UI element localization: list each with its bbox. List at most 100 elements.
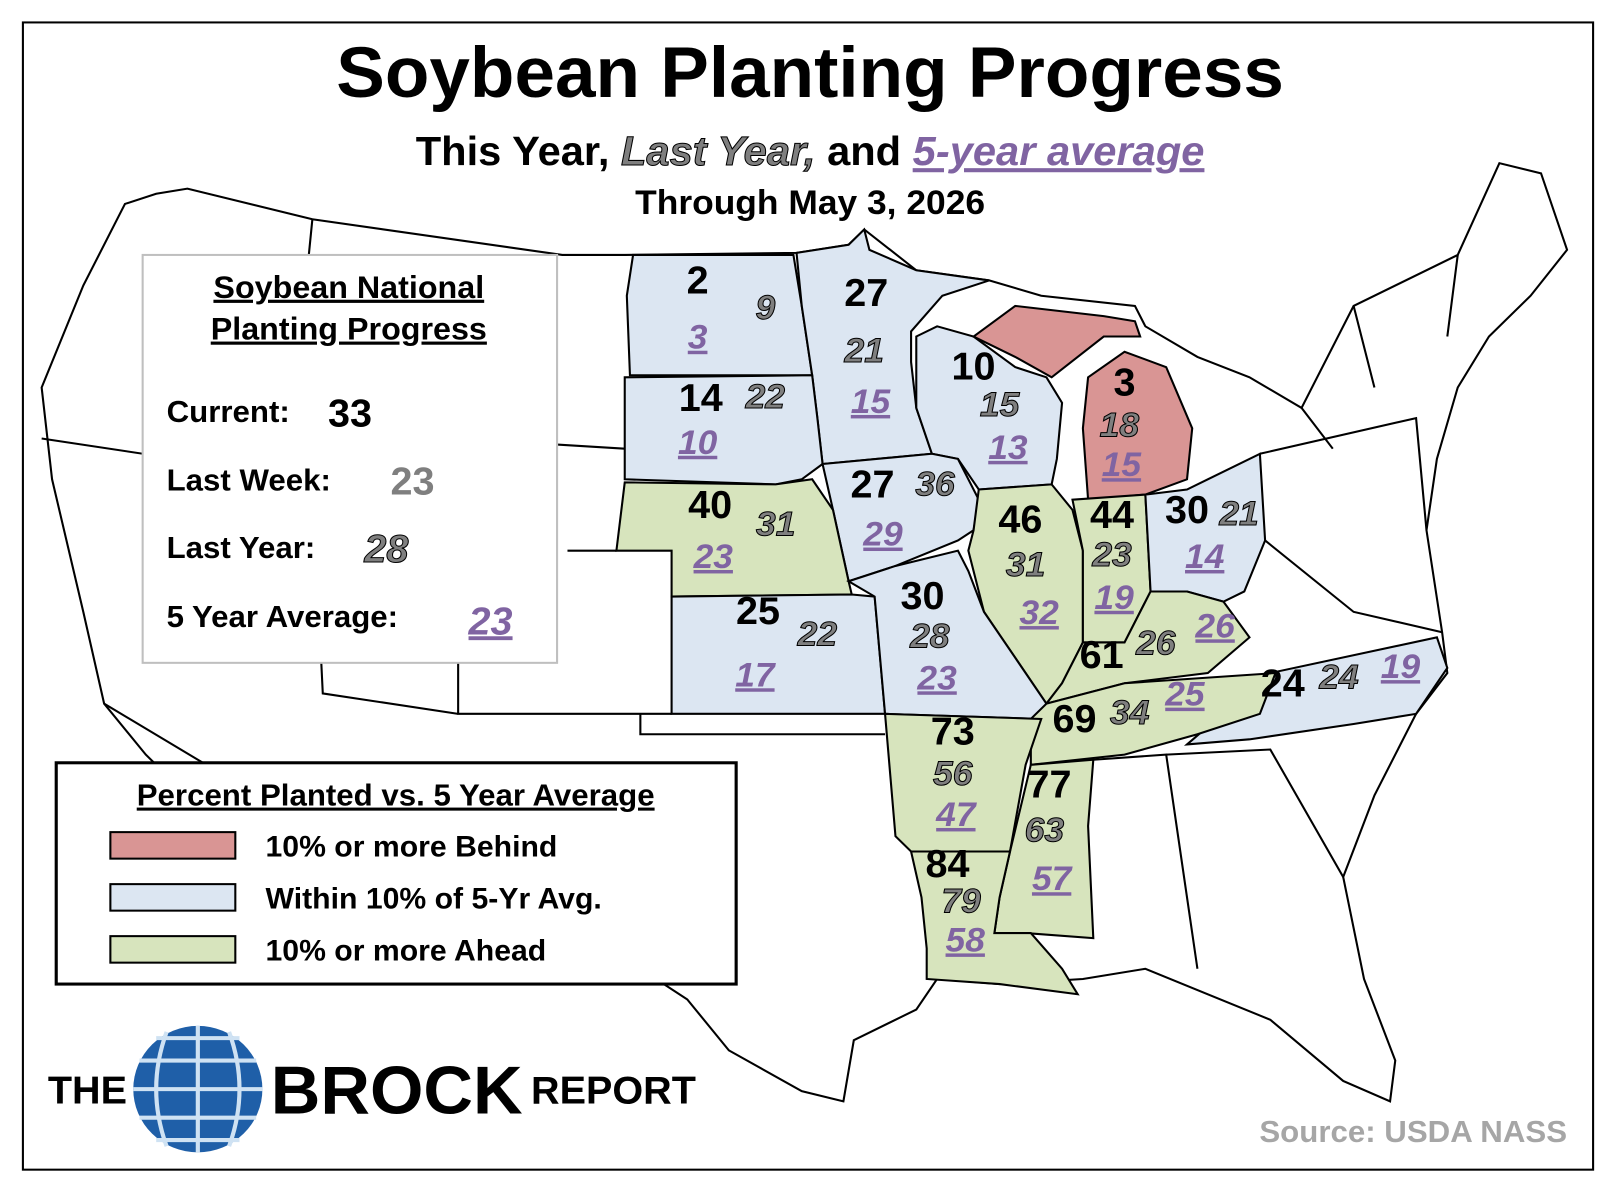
national-value: 23 <box>468 601 513 644</box>
this-year-value: 2 <box>687 260 709 303</box>
subtitle: This Year, Last Year, and 5-year average <box>416 129 1205 175</box>
national-value: 23 <box>390 461 434 504</box>
last-year-value: 26 <box>1135 624 1176 663</box>
average-value: 32 <box>1019 593 1059 632</box>
logo-grid <box>133 1025 263 1153</box>
source: Source: USDA NASS <box>1259 1114 1567 1149</box>
national-title: Planting Progress <box>211 311 487 347</box>
this-year-value: 25 <box>736 590 780 633</box>
legend-label: 10% or more Ahead <box>266 935 547 968</box>
legend-bg <box>54 761 738 986</box>
last-year-value: 34 <box>1110 693 1149 732</box>
average-value: 14 <box>1185 537 1224 576</box>
this-year-value: 14 <box>679 377 723 420</box>
average-value: 19 <box>1381 647 1421 686</box>
average-value: 10 <box>678 423 718 462</box>
this-year-value: 3 <box>1114 362 1136 405</box>
national-box: Soybean National Planting Progress Curre… <box>141 253 559 664</box>
last-year-value: 31 <box>1006 545 1045 584</box>
average-value: 26 <box>1194 607 1235 646</box>
this-year-value: 61 <box>1080 634 1124 677</box>
title: Soybean Planting Progress <box>336 34 1284 113</box>
this-year-value: 73 <box>931 711 975 754</box>
average-value: 47 <box>935 795 977 834</box>
logo-report: REPORT <box>531 1070 696 1113</box>
this-year-value: 10 <box>952 346 996 389</box>
national-label: 5 Year Average: <box>167 599 398 634</box>
subtitle-average: 5-year average <box>913 129 1205 175</box>
last-year-value: 21 <box>844 331 884 370</box>
legend: Percent Planted vs. 5 Year Average 10% o… <box>54 761 738 986</box>
average-value: 15 <box>1102 446 1142 485</box>
average-value: 23 <box>916 659 957 698</box>
legend-title: Percent Planted vs. 5 Year Average <box>137 778 655 813</box>
this-year-value: 24 <box>1261 663 1305 706</box>
average-value: 19 <box>1094 578 1134 617</box>
this-year-value: 84 <box>926 843 970 886</box>
last-year-value: 63 <box>1025 811 1065 850</box>
average-value: 17 <box>735 656 776 695</box>
last-year-value: 22 <box>745 377 786 416</box>
state-region <box>1183 636 1449 746</box>
state-region <box>1043 590 1251 706</box>
average-value: 3 <box>688 318 708 357</box>
logo: THE BROCK REPORT <box>48 1025 696 1153</box>
national-label: Last Year: <box>167 530 316 565</box>
this-year-value: 46 <box>998 499 1042 542</box>
last-year-value: 15 <box>980 385 1020 424</box>
national-value: 33 <box>328 393 372 436</box>
last-year-value: 31 <box>756 505 795 544</box>
this-year-value: 77 <box>1028 764 1072 807</box>
national-box-bg <box>141 253 559 664</box>
title-block: Soybean Planting Progress This Year, Las… <box>336 34 1284 223</box>
national-title: Soybean National <box>213 269 484 305</box>
states <box>615 227 1449 996</box>
average-value: 23 <box>693 537 734 576</box>
last-year-value: 36 <box>915 465 955 504</box>
subtitle-last-year: Last Year, <box>621 129 815 175</box>
this-year-value: 30 <box>1165 489 1209 532</box>
legend-swatch <box>109 883 237 912</box>
this-year-value: 40 <box>688 484 732 527</box>
this-year-value: 27 <box>851 464 895 507</box>
subtitle-and: and <box>827 129 901 175</box>
last-year-value: 79 <box>941 882 981 921</box>
last-year-value: 28 <box>909 617 950 656</box>
state-region <box>846 549 1048 720</box>
legend-swatch <box>109 935 237 964</box>
last-year-value: 18 <box>1100 406 1140 445</box>
last-year-value: 23 <box>1091 535 1132 574</box>
last-year-value: 21 <box>1218 495 1258 534</box>
average-value: 15 <box>851 382 891 421</box>
legend-label: 10% or more Behind <box>266 831 558 864</box>
average-value: 25 <box>1164 675 1205 714</box>
national-label: Last Week: <box>167 463 331 498</box>
last-year-value: 9 <box>755 289 775 328</box>
last-year-value: 22 <box>797 615 838 654</box>
average-value: 29 <box>862 515 903 554</box>
state-region <box>883 712 1043 853</box>
legend-swatch <box>109 831 237 860</box>
logo-brock: BROCK <box>271 1053 523 1128</box>
logo-the: THE <box>48 1070 127 1113</box>
national-label: Current: <box>167 394 290 429</box>
last-year-value: 24 <box>1318 658 1358 697</box>
this-year-value: 27 <box>844 272 888 315</box>
last-year-value: 56 <box>933 755 973 794</box>
date: Through May 3, 2026 <box>635 183 985 222</box>
average-value: 13 <box>988 428 1028 467</box>
national-value: 28 <box>363 528 408 571</box>
average-value: 58 <box>946 921 986 960</box>
subtitle-this-year: This Year, <box>416 129 610 175</box>
this-year-value: 30 <box>901 575 945 618</box>
state-region <box>971 304 1194 501</box>
legend-label: Within 10% of 5-Yr Avg. <box>266 883 602 916</box>
average-value: 57 <box>1032 860 1073 899</box>
state-region <box>909 850 1080 996</box>
this-year-value: 44 <box>1090 495 1134 538</box>
this-year-value: 69 <box>1053 699 1097 742</box>
state-region <box>623 374 824 486</box>
state-region <box>615 478 854 598</box>
